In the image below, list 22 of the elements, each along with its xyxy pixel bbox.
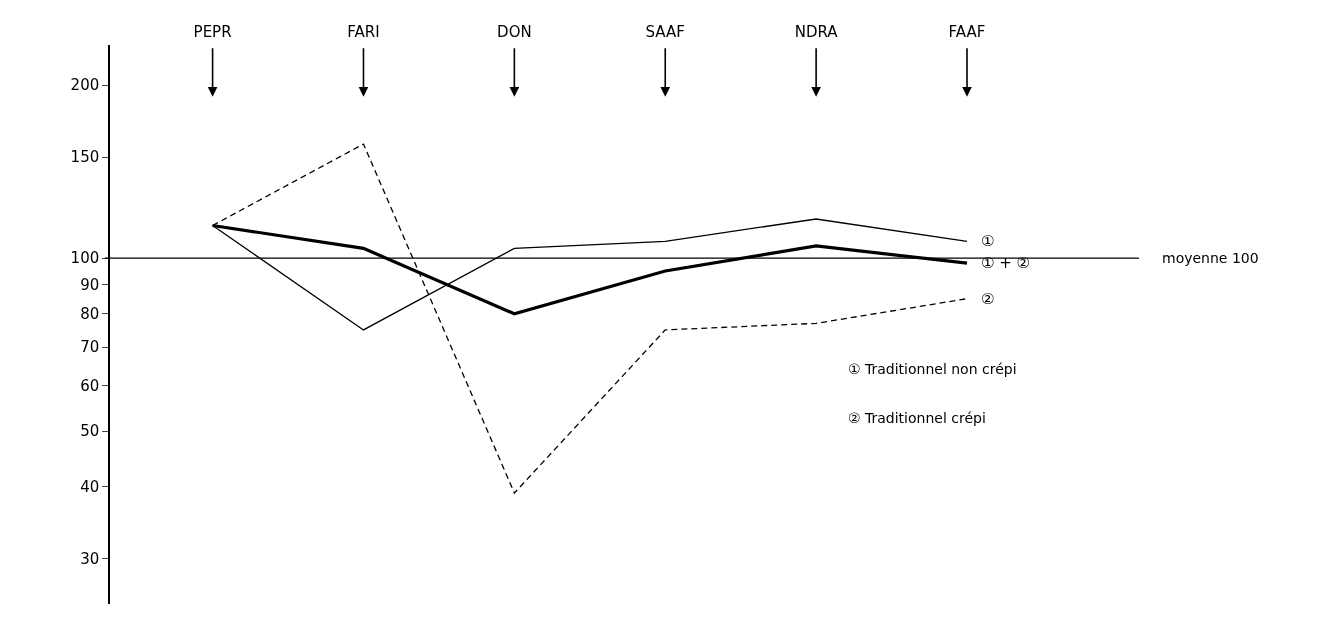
y-tick-label: 200: [70, 76, 100, 95]
ref-line-label: moyenne 100: [1162, 250, 1259, 266]
y-tick-label: 70: [80, 338, 100, 357]
x-tick-label: PEPR: [193, 23, 232, 41]
x-tick-label: SAAF: [645, 23, 685, 41]
y-tick-label: 40: [80, 478, 100, 496]
series-label: ① + ②: [981, 254, 1030, 272]
y-tick-label: 150: [70, 148, 100, 167]
series-label: ②: [981, 290, 995, 308]
x-tick-label: NDRA: [794, 23, 839, 41]
y-tick-label: 80: [80, 305, 100, 324]
x-tick-label: FAAF: [948, 23, 986, 41]
series-label: ①: [981, 232, 995, 250]
y-tick-label: 50: [80, 422, 100, 441]
annotation: ① Traditionnel non crépi: [848, 361, 1017, 377]
x-tick-label: DON: [497, 23, 532, 41]
y-tick-label: 30: [80, 549, 100, 568]
y-tick-label: 90: [80, 275, 100, 294]
y-tick-label: 60: [80, 376, 100, 395]
x-tick-label: FARI: [347, 23, 380, 41]
annotation: ② Traditionnel crépi: [848, 410, 986, 426]
y-tick-label: 100: [70, 249, 100, 268]
